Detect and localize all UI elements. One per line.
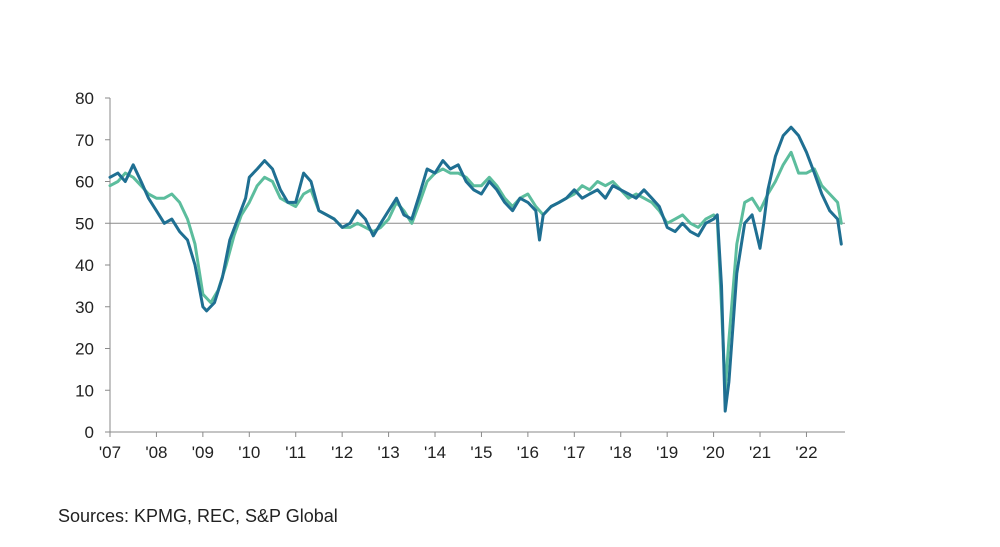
series-line-1 — [108, 125, 843, 413]
x-tick-label: '07 — [99, 443, 121, 462]
y-tick-label: 40 — [75, 256, 94, 275]
x-axis-ticks: '07 '08 '09 '10 '11 '12 '13 '14 '15 '16 '17 '18 '19 '… — [99, 432, 818, 462]
y-tick-label: 50 — [75, 214, 94, 233]
y-tick-label: 10 — [75, 381, 94, 400]
x-tick-label: '16 — [517, 443, 539, 462]
y-tick-label: 60 — [75, 173, 94, 192]
y-tick-label: 30 — [75, 298, 94, 317]
x-tick-label: '18 — [610, 443, 632, 462]
y-tick-label: 20 — [75, 340, 94, 359]
x-tick-label: '19 — [656, 443, 678, 462]
x-tick-label: '09 — [192, 443, 214, 462]
x-tick-label: '11 — [285, 443, 306, 462]
chart-series — [108, 125, 843, 413]
y-tick-label: 70 — [75, 131, 94, 150]
y-tick-label: 80 — [75, 89, 94, 108]
x-tick-label: '08 — [145, 443, 167, 462]
x-tick-label: '13 — [378, 443, 400, 462]
x-tick-label: '21 — [749, 443, 771, 462]
x-tick-label: '14 — [424, 443, 446, 462]
x-tick-label: '15 — [470, 443, 492, 462]
x-tick-label: '10 — [238, 443, 260, 462]
x-tick-label: '22 — [795, 443, 817, 462]
x-tick-label: '20 — [703, 443, 725, 462]
x-tick-label: '12 — [331, 443, 353, 462]
x-tick-label: '17 — [563, 443, 585, 462]
y-tick-label: 0 — [85, 423, 94, 442]
y-axis-ticks: 0 10 20 30 40 50 60 70 80 — [75, 89, 110, 442]
source-note: Sources: KPMG, REC, S&P Global — [58, 506, 338, 526]
